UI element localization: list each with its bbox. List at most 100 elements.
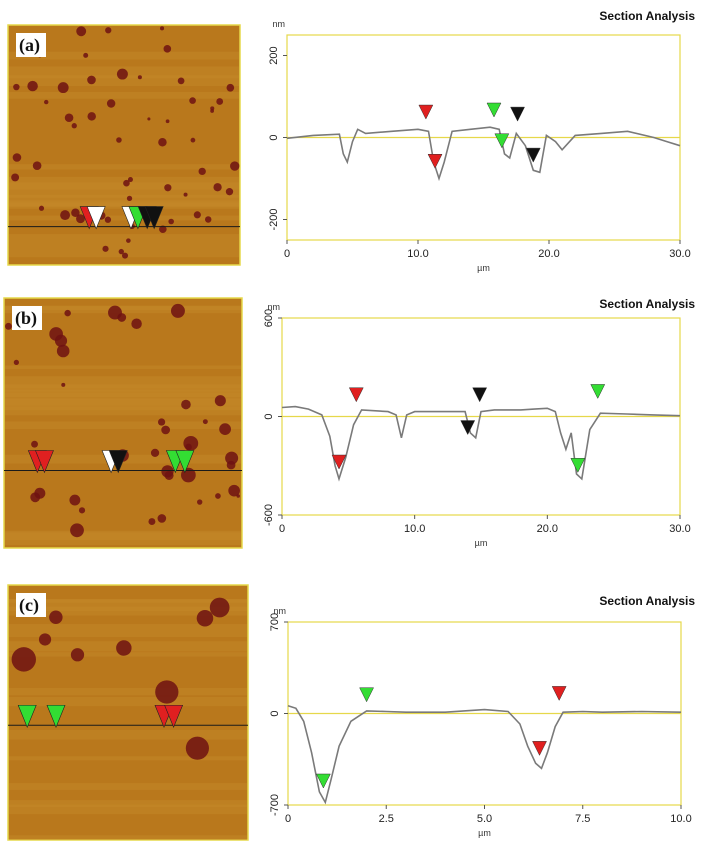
profile-line — [281, 405, 681, 482]
afm-pit — [157, 418, 166, 426]
afm-pit — [122, 252, 129, 259]
panel-label-box — [16, 593, 46, 617]
afm-image: (c) — [7, 584, 249, 841]
afm-image-background — [3, 297, 243, 549]
x-tick-label: 0 — [279, 523, 285, 535]
afm-pit — [155, 680, 179, 704]
afm-pit — [196, 609, 214, 627]
x-tick-label: 5.0 — [477, 813, 492, 825]
afm-scan-stripe — [9, 188, 239, 198]
afm-pit — [214, 395, 226, 407]
afm-pit — [131, 318, 142, 329]
afm-pit — [226, 83, 235, 92]
afm-pit — [165, 119, 170, 124]
afm-marker-black — [108, 450, 128, 474]
afm-scan-stripe — [9, 202, 239, 209]
afm-pit — [189, 97, 196, 104]
afm-pit — [161, 425, 170, 435]
afm-scan-stripe — [5, 306, 241, 314]
afm-pit — [13, 83, 20, 91]
afm-pit — [163, 45, 172, 53]
cursor-marker-green — [315, 773, 331, 789]
afm-marker-green — [46, 704, 66, 729]
afm-scan-stripe — [5, 389, 241, 400]
panel-label-box — [16, 33, 46, 57]
afm-pit — [118, 248, 124, 255]
afm-pit — [216, 98, 224, 105]
panel-label: (c) — [19, 595, 39, 616]
afm-scan-stripe — [9, 599, 247, 603]
afm-pit — [27, 80, 38, 92]
profile-line — [287, 704, 682, 805]
afm-pit — [87, 112, 96, 121]
afm-scan-stripe — [9, 164, 239, 170]
y-tick-label: 700 — [269, 613, 281, 631]
afm-pit — [160, 26, 165, 31]
afm-scan-stripe — [9, 696, 247, 707]
afm-pit — [116, 137, 122, 143]
y-tick-label: 600 — [263, 309, 275, 327]
afm-scan-stripe — [5, 305, 241, 310]
afm-pit — [157, 514, 167, 523]
afm-pit — [34, 487, 46, 499]
afm-scan-stripe — [9, 624, 247, 638]
afm-scan-stripe — [9, 804, 247, 815]
profile-line — [286, 126, 681, 182]
afm-pit — [164, 470, 174, 480]
afm-pit — [197, 499, 203, 505]
section-plot: Section Analysis nm 200 0 -200 0 10.0 20.0 30.0 µ… — [268, 9, 695, 273]
afm-pit — [76, 26, 87, 37]
afm-pit — [13, 359, 19, 365]
afm-pit — [49, 610, 63, 624]
x-tick-label: 10.0 — [404, 523, 425, 535]
afm-scan-stripe — [9, 245, 239, 258]
x-tick-label: 0 — [285, 813, 291, 825]
cursor-marker-green — [590, 384, 606, 400]
afm-pit — [202, 419, 208, 425]
afm-pit — [219, 423, 231, 435]
x-axis-label: µm — [475, 538, 488, 548]
x-tick-label: 7.5 — [575, 813, 590, 825]
y-tick-label: 0 — [268, 134, 280, 140]
afm-scan-stripe — [5, 532, 241, 546]
afm-pit — [102, 245, 109, 252]
y-tick-label: -600 — [263, 504, 275, 526]
afm-pit — [116, 640, 132, 656]
afm-pit — [78, 507, 86, 514]
afm-pit — [204, 216, 212, 223]
cursor-marker-green — [494, 133, 510, 149]
afm-scan-stripe — [9, 215, 239, 221]
y-tick-label: -200 — [268, 208, 280, 230]
afm-pit — [70, 648, 85, 662]
afm-pit — [127, 177, 133, 183]
afm-scan-stripe — [9, 234, 239, 246]
afm-pit — [225, 187, 234, 196]
cursor-marker-red — [418, 104, 434, 120]
afm-scan-stripe — [9, 598, 247, 612]
afm-image-background — [7, 24, 241, 266]
cursor-marker-red — [348, 387, 364, 403]
afm-pit — [87, 75, 96, 85]
afm-pit — [11, 647, 36, 672]
afm-scan-stripe — [9, 606, 247, 616]
afm-pit — [61, 382, 66, 387]
afm-pit — [177, 77, 185, 85]
x-tick-label: 20.0 — [537, 523, 558, 535]
afm-marker-red — [164, 704, 184, 729]
afm-pit — [236, 494, 240, 498]
afm-scan-stripe — [9, 783, 247, 790]
afm-scan-stripe — [9, 800, 247, 808]
afm-scan-stripe — [9, 92, 239, 99]
afm-scan-stripe — [5, 398, 241, 411]
x-tick-label: 0 — [284, 248, 290, 260]
section-analysis-title: Section Analysis — [599, 297, 695, 311]
afm-scan-stripe — [9, 835, 247, 840]
afm-pit — [70, 523, 84, 538]
panel-a: (a) Section Analysis nm 200 0 -200 0 10.0 20.0 30… — [7, 9, 695, 273]
cursor-marker-green — [570, 458, 586, 473]
panel-label: (b) — [15, 308, 37, 329]
afm-pit — [225, 451, 239, 465]
afm-scan-stripe — [5, 398, 241, 406]
panel-label-box — [12, 306, 42, 330]
